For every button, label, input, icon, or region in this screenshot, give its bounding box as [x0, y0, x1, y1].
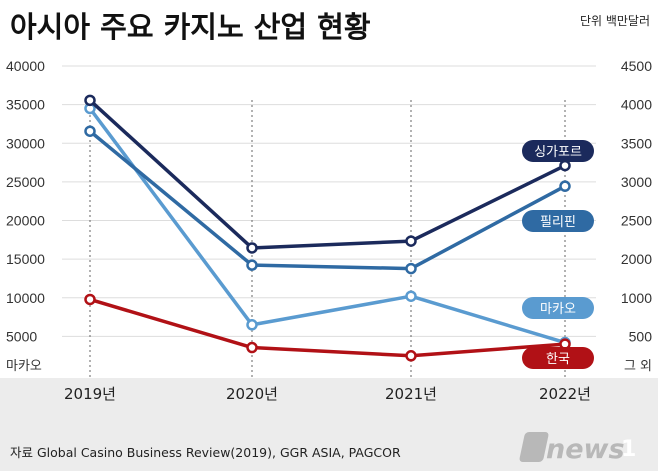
data-point	[559, 180, 571, 192]
series-line-2	[88, 106, 567, 345]
data-point	[246, 259, 258, 271]
data-point	[405, 235, 417, 247]
data-point	[246, 319, 258, 331]
left-axis-name: 마카오	[6, 359, 42, 374]
left-tick-label: 5000	[6, 328, 37, 344]
series-line-0	[88, 98, 567, 250]
left-tick-label: 25000	[6, 174, 45, 190]
legend-badge	[522, 297, 594, 319]
data-point	[405, 290, 417, 302]
right-tick-label: 500	[629, 328, 653, 344]
x-tick-label: 2021년	[385, 385, 437, 403]
unit-label: 단위 백만달러	[580, 14, 650, 28]
news1-logo: news 1	[519, 432, 636, 465]
data-point	[559, 159, 571, 172]
data-point	[405, 350, 417, 362]
right-axis-ticks: 4500 4000 3500 3000 2500 2000 1000 500	[621, 58, 652, 344]
right-tick-label: 4000	[621, 97, 652, 113]
legend-badge	[522, 140, 594, 162]
right-tick-label: 2500	[621, 213, 652, 229]
legend-label: 싱가포르	[534, 145, 582, 160]
series-line-1	[88, 129, 567, 271]
series-lines	[84, 94, 571, 362]
right-tick-label: 2000	[621, 251, 652, 267]
grid-lines	[62, 65, 596, 337]
data-point	[84, 94, 96, 107]
right-tick-label: 4500	[621, 58, 652, 74]
left-axis-ticks: 40000 35000 30000 25000 20000 15000 10000 5000	[6, 58, 45, 344]
right-tick-label: 1000	[621, 290, 652, 306]
right-tick-label: 3000	[621, 174, 652, 190]
left-tick-label: 15000	[6, 251, 45, 267]
right-tick-label: 3500	[621, 135, 652, 151]
news1-logo-text: news	[546, 434, 625, 465]
series-line-3	[88, 297, 567, 358]
news1-logo-badge	[519, 432, 549, 462]
data-point	[84, 293, 96, 306]
news1-logo-digit: 1	[621, 437, 636, 462]
left-tick-label: 20000	[6, 213, 45, 229]
legend-label: 한국	[546, 352, 570, 367]
data-point	[405, 262, 417, 275]
chart-title: 아시아 주요 카지노 산업 현황	[10, 10, 371, 44]
legend-label: 마카오	[540, 302, 576, 317]
source-note: 자료 Global Casino Business Review(2019), …	[10, 445, 401, 460]
left-tick-label: 30000	[6, 135, 45, 151]
data-point	[84, 125, 96, 137]
left-tick-label: 40000	[6, 58, 45, 74]
left-tick-label: 10000	[6, 290, 45, 306]
x-tick-label: 2022년	[539, 385, 591, 403]
legend-label: 필리핀	[540, 215, 576, 230]
x-tick-label: 2020년	[226, 385, 278, 403]
x-axis-ticks: 2019년 2020년 2021년 2022년	[64, 385, 591, 403]
footer-band	[0, 378, 658, 471]
right-axis-name: 그 외	[624, 359, 652, 374]
left-tick-label: 35000	[6, 97, 45, 113]
x-tick-label: 2019년	[64, 385, 116, 403]
legend-badge	[522, 210, 594, 232]
legend-badge	[522, 347, 594, 369]
data-point	[246, 341, 258, 354]
data-point	[246, 242, 258, 254]
